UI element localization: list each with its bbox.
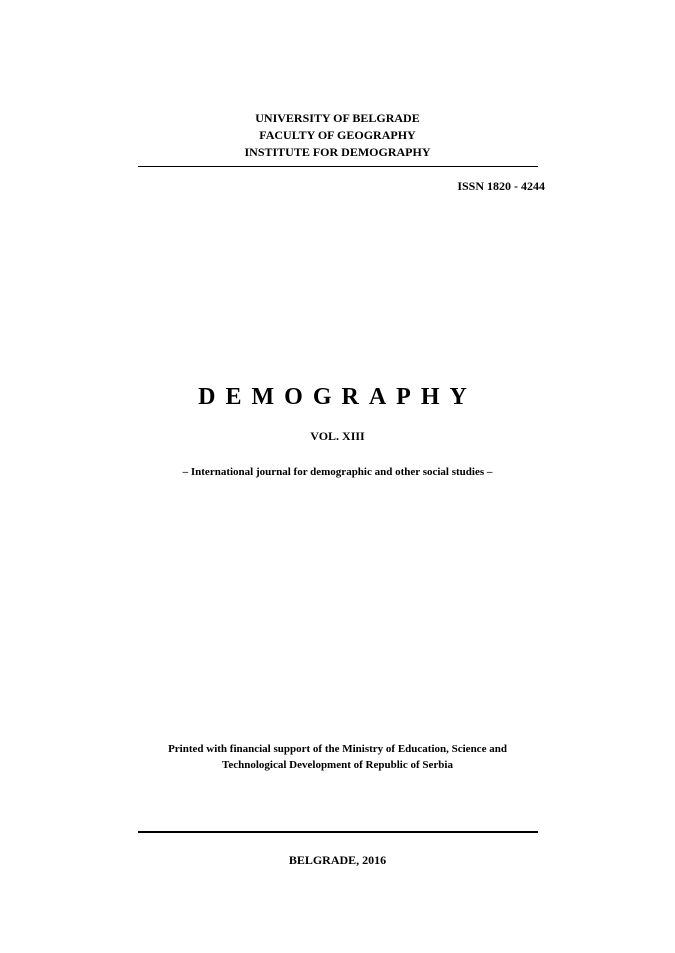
faculty-name: FACULTY OF GEOGRAPHY	[110, 127, 565, 144]
funding-line-2: Technological Development of Republic of…	[110, 758, 565, 773]
university-name: UNIVERSITY OF BELGRADE	[110, 110, 565, 127]
institute-name: INSTITUTE FOR DEMOGRAPHY	[110, 144, 565, 161]
publication-place-year: BELGRADE, 2016	[0, 853, 675, 868]
title-block: DEMOGRAPHY VOL. XIII – International jou…	[110, 384, 565, 478]
publisher-block: UNIVERSITY OF BELGRADE FACULTY OF GEOGRA…	[110, 110, 565, 160]
volume-number: VOL. XIII	[110, 429, 565, 444]
footer-rule	[138, 831, 538, 833]
funding-statement: Printed with financial support of the Mi…	[110, 742, 565, 773]
issn-number: ISSN 1820 - 4244	[110, 179, 565, 194]
header-rule	[138, 166, 538, 167]
journal-subtitle: – International journal for demographic …	[110, 466, 565, 478]
journal-title: DEMOGRAPHY	[110, 384, 565, 411]
document-page: UNIVERSITY OF BELGRADE FACULTY OF GEOGRA…	[0, 0, 675, 953]
funding-line-1: Printed with financial support of the Mi…	[110, 742, 565, 757]
